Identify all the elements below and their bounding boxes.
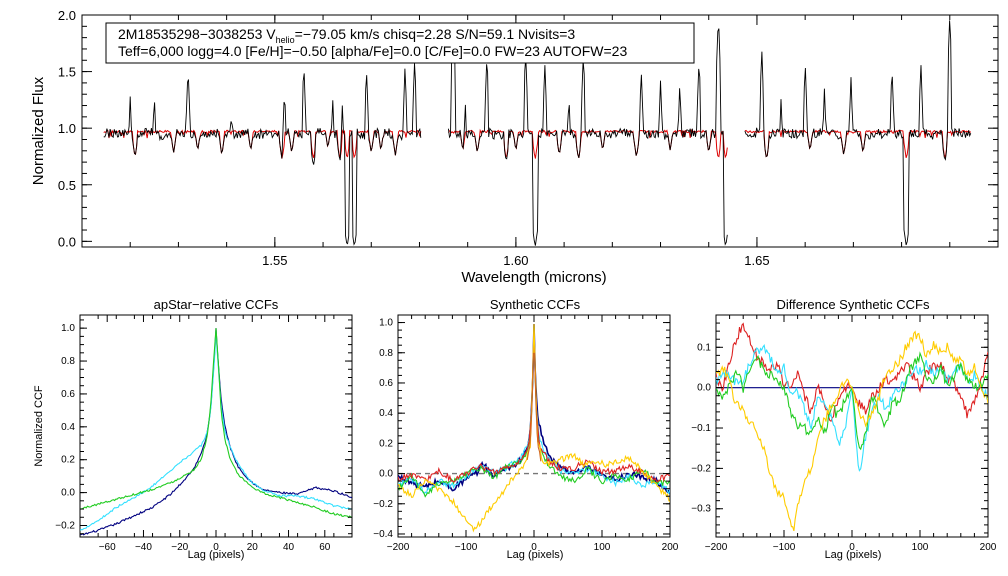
y-tick-label: −0.4 bbox=[373, 529, 393, 540]
x-tick-label: 0 bbox=[849, 542, 855, 553]
difference-ccf-ticks: −200 −100 0 100 200 −0.3 −0.2 −0.1 0.0 0.1 bbox=[691, 314, 997, 553]
x-tick-label: 1.55 bbox=[262, 253, 287, 268]
info-stats: =−79.05 km/s chisq=2.28 S/N=59.1 Nvisits… bbox=[295, 26, 576, 42]
apstar_ccf-series-visit2 bbox=[80, 331, 352, 531]
x-tick-label: −200 bbox=[387, 542, 410, 553]
info-box: 2M18535298−3038253 Vhelio=−79.05 km/s ch… bbox=[105, 22, 695, 64]
difference-ccf-panel: Difference Synthetic CCFs −200 −100 0 100 20… bbox=[691, 297, 997, 561]
y-tick-label: −0.2 bbox=[691, 463, 711, 474]
apstar-ccf-ticks: −60 −40 −20 0 20 40 60 −0.2 0.0 0.2 0.4 0.6 0.8 1.0 bbox=[55, 315, 353, 553]
y-tick-label: −0.1 bbox=[691, 423, 711, 434]
difference-ccf-title: Difference Synthetic CCFs bbox=[777, 297, 930, 312]
x-tick-label: 200 bbox=[980, 542, 997, 553]
x-tick-label: −100 bbox=[773, 542, 796, 553]
y-tick-label: 0.0 bbox=[697, 383, 711, 394]
y-tick-label: 0.4 bbox=[379, 408, 393, 419]
difference-ccf-x-axis-label: Lag (pixels) bbox=[825, 549, 882, 561]
y-tick-label: 0.2 bbox=[379, 438, 393, 449]
info-star-id: 2M18535298−3038253 V bbox=[118, 26, 276, 42]
synthetic-ccf-panel: Synthetic CCFs −200 −100 0 100 200 −0.4 −0.2 0.… bbox=[373, 297, 679, 561]
y-tick-label: 0.4 bbox=[61, 422, 75, 433]
y-tick-label: 0.0 bbox=[58, 234, 76, 249]
apstar-ccf-frame bbox=[79, 314, 353, 538]
apstar-ccf-y-axis-label: Normalized CCF bbox=[33, 385, 45, 467]
y-tick-label: 1.0 bbox=[61, 323, 75, 334]
info-line-2: Teff=6,000 logg=4.0 [Fe/H]=−0.50 [alpha/… bbox=[118, 43, 627, 59]
x-tick-label: 60 bbox=[319, 542, 331, 553]
spectrum-y-axis-label: Normalized Flux bbox=[30, 76, 47, 185]
spectrum-observed-chip-2 bbox=[447, 28, 728, 246]
y-tick-label: 1.5 bbox=[58, 65, 76, 80]
x-tick-label: 200 bbox=[662, 542, 679, 553]
y-tick-label: 0.6 bbox=[61, 389, 75, 400]
x-tick-label: −60 bbox=[99, 542, 116, 553]
y-tick-label: 0.0 bbox=[379, 469, 393, 480]
x-tick-label: −200 bbox=[705, 542, 728, 553]
y-tick-label: 0.8 bbox=[61, 356, 75, 367]
x-tick-label: 0 bbox=[531, 542, 537, 553]
difference_ccf-series-red bbox=[716, 322, 988, 423]
x-tick-label: 100 bbox=[912, 542, 929, 553]
apstar-ccf-title: apStar−relative CCFs bbox=[154, 297, 279, 312]
x-tick-label: 100 bbox=[594, 542, 611, 553]
x-tick-label: −40 bbox=[135, 542, 152, 553]
y-tick-label: 1.0 bbox=[379, 318, 393, 329]
apstar-ccf-panel: apStar−relative CCFs −60 −40 −20 0 20 40 60 −0.… bbox=[33, 297, 353, 561]
difference_ccf-series-cyan bbox=[716, 343, 988, 472]
info-vhelio-subscript: helio bbox=[276, 35, 295, 45]
y-tick-label: 0.2 bbox=[61, 455, 75, 466]
synthetic-ccf-data bbox=[398, 324, 670, 533]
y-tick-label: −0.3 bbox=[691, 504, 711, 515]
synthetic-ccf-ticks: −200 −100 0 100 200 −0.4 −0.2 0.0 0.2 0.4 0.6 0.8 1.… bbox=[373, 314, 679, 553]
apstar_ccf-series-visit1 bbox=[80, 328, 352, 536]
apstar-ccf-data bbox=[80, 328, 352, 536]
y-tick-label: 0.8 bbox=[379, 348, 393, 359]
spectrum-x-axis-label: Wavelength (microns) bbox=[461, 269, 606, 286]
info-box-frame bbox=[105, 22, 695, 64]
difference_ccf-series-yellow bbox=[716, 330, 988, 532]
y-tick-label: 0.1 bbox=[697, 342, 711, 353]
spectrum-frame bbox=[81, 14, 999, 248]
apstar_ccf-series-visit3 bbox=[80, 328, 352, 519]
spectrum-observed-chip-1 bbox=[103, 63, 422, 246]
spectrum-data bbox=[103, 20, 972, 246]
y-tick-label: 1.0 bbox=[58, 121, 76, 136]
x-tick-label: 1.65 bbox=[744, 253, 769, 268]
y-tick-label: 0.0 bbox=[61, 488, 75, 499]
y-tick-label: 2.0 bbox=[58, 8, 76, 23]
spectrum-panel: 1.55 1.60 1.65 0.0 0.5 1.0 1.5 2.0 Wavelength (… bbox=[30, 8, 999, 286]
spectrum-model-chip-1 bbox=[103, 128, 422, 159]
x-tick-label: −100 bbox=[455, 542, 478, 553]
info-line-1: 2M18535298−3038253 Vhelio=−79.05 km/s ch… bbox=[118, 26, 575, 45]
x-tick-label: 40 bbox=[283, 542, 295, 553]
spectrum-ticks: 1.55 1.60 1.65 0.0 0.5 1.0 1.5 2.0 bbox=[58, 8, 999, 268]
apstar-ccf-x-axis-label: Lag (pixels) bbox=[188, 549, 245, 561]
synthetic_ccf-series-yellow bbox=[398, 324, 670, 533]
x-tick-label: 0 bbox=[213, 542, 219, 553]
spectrum-observed-chip-3 bbox=[744, 20, 972, 246]
y-tick-label: 0.5 bbox=[58, 178, 76, 193]
y-tick-label: −0.2 bbox=[55, 520, 75, 531]
synthetic_ccf-series-orange bbox=[526, 352, 542, 462]
synthetic-ccf-x-axis-label: Lag (pixels) bbox=[507, 549, 564, 561]
difference-ccf-data bbox=[716, 322, 988, 532]
x-tick-label: 1.60 bbox=[503, 253, 528, 268]
x-tick-label: −20 bbox=[171, 542, 188, 553]
y-tick-label: −0.2 bbox=[373, 499, 393, 510]
synthetic-ccf-title: Synthetic CCFs bbox=[490, 297, 581, 312]
x-tick-label: 20 bbox=[247, 542, 259, 553]
y-tick-label: 0.6 bbox=[379, 378, 393, 389]
